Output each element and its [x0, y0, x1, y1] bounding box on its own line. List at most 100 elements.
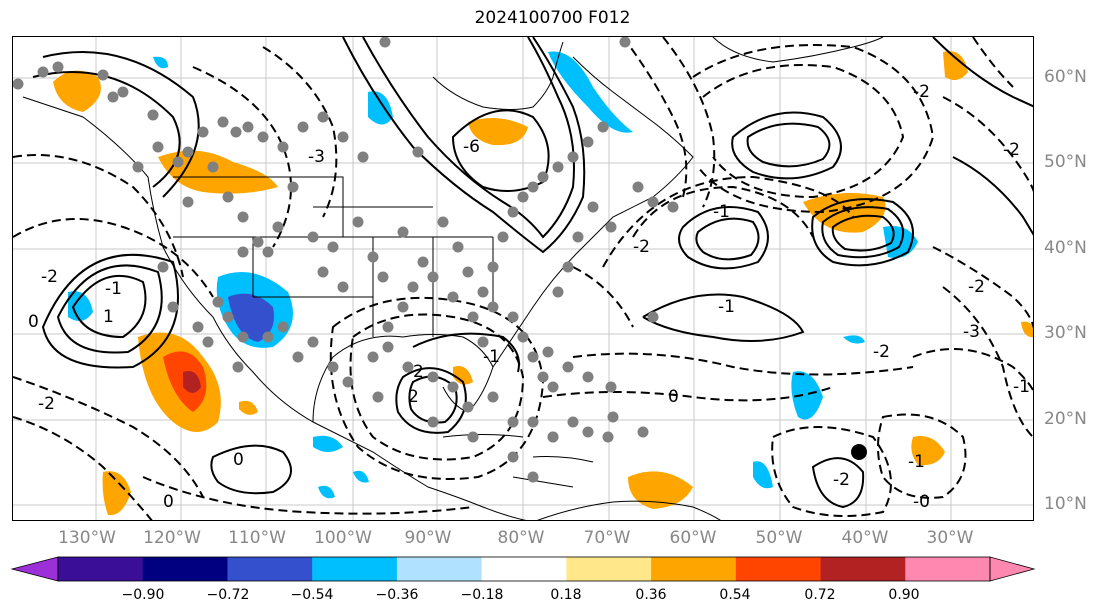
station-marker	[262, 331, 274, 343]
very-strong-positive-region	[183, 371, 201, 393]
station-marker	[412, 146, 424, 158]
station-marker	[157, 261, 169, 273]
contour-dashed	[702, 64, 905, 199]
station-marker	[257, 131, 269, 143]
contour-solid	[678, 206, 769, 270]
station-marker	[462, 401, 474, 413]
negative-anomaly-region	[318, 485, 335, 499]
colorbar-bin	[227, 557, 313, 581]
contour-dashed	[912, 348, 1033, 393]
station-marker	[567, 416, 579, 428]
station-marker	[182, 146, 194, 158]
station-marker	[237, 331, 249, 343]
contour-label: -6	[463, 137, 480, 157]
contour-label: 0	[28, 312, 39, 332]
station-marker	[467, 431, 479, 443]
lon-label: 120°W	[143, 528, 201, 548]
contour-dashed	[542, 386, 834, 402]
colorbar-frame	[57, 556, 991, 582]
colorbar-tick-label: −0.72	[206, 587, 250, 603]
lat-label: 30°N	[1044, 323, 1087, 343]
station-marker	[277, 141, 289, 153]
contour-label: -2	[1003, 140, 1020, 160]
station-marker	[272, 221, 284, 233]
contour-label: -2	[633, 237, 650, 257]
contour-label: -1	[105, 279, 122, 299]
contour-dashed	[692, 44, 935, 214]
station-marker	[117, 86, 129, 98]
station-marker	[207, 161, 219, 173]
station-marker	[317, 266, 329, 278]
contour-label: -1	[908, 452, 925, 472]
lon-label: 50°W	[755, 528, 803, 548]
station-marker	[552, 286, 564, 298]
colorbar-tick-label: 0.54	[719, 587, 751, 603]
station-marker	[605, 381, 617, 393]
contour-dashed	[932, 246, 1033, 329]
negative-anomaly-region	[313, 435, 343, 452]
contour-solid	[695, 217, 760, 261]
contour-solid	[746, 122, 831, 168]
contour-label: -1	[718, 297, 735, 317]
station-marker	[342, 376, 354, 388]
negative-anomaly-region	[843, 335, 865, 344]
station-marker	[372, 391, 384, 403]
station-marker	[357, 151, 369, 163]
contour-label: -1	[1013, 377, 1030, 397]
station-marker	[172, 156, 184, 168]
station-marker	[379, 37, 391, 48]
contour-label: 2	[408, 387, 419, 407]
contour-label: -0	[913, 492, 930, 512]
station-marker	[467, 311, 479, 323]
station-marker	[317, 111, 329, 123]
colorbar-bin	[735, 557, 822, 581]
colorbar	[10, 556, 1036, 582]
station-marker	[352, 216, 364, 228]
contour-dashed	[262, 46, 338, 218]
contour-dashed	[662, 37, 716, 208]
positive-anomaly-region	[911, 436, 945, 466]
colorbar-tick-label: 0.72	[804, 587, 836, 603]
contour-label: -1	[713, 202, 730, 222]
colorbar-tick-label: 0.90	[888, 587, 920, 603]
contour-label: -3	[963, 322, 980, 342]
colorbar-tick-label: −0.18	[460, 587, 504, 603]
contour-label: -2	[38, 394, 55, 414]
station-marker	[582, 371, 594, 383]
station-marker	[407, 281, 419, 293]
station-marker	[647, 311, 659, 323]
station-marker	[619, 37, 631, 48]
contour-label: -3	[308, 147, 325, 167]
contour-dashed	[602, 175, 854, 268]
station-marker	[542, 346, 554, 358]
station-marker	[222, 191, 234, 203]
negative-anomaly-region	[68, 291, 93, 321]
station-marker	[527, 471, 539, 483]
station-marker	[217, 116, 229, 128]
chart-title: 2024100700 F012	[474, 8, 631, 28]
station-marker	[607, 411, 619, 423]
station-marker	[287, 181, 299, 193]
contour-dashed	[329, 296, 545, 480]
negative-anomaly-region	[753, 461, 773, 489]
contour-dashed	[942, 37, 1033, 193]
lat-label: 40°N	[1044, 238, 1087, 258]
station-marker	[52, 61, 64, 73]
station-marker	[382, 341, 394, 353]
station-marker	[182, 196, 194, 208]
station-marker	[232, 361, 244, 373]
state-borders	[173, 176, 494, 337]
negative-anomaly-region	[791, 371, 823, 420]
colorbar-tick-label: −0.90	[121, 587, 165, 603]
negative-anomaly-region	[153, 56, 168, 69]
colorbar-bin	[58, 557, 144, 581]
station-marker	[605, 221, 617, 233]
station-marker	[637, 426, 649, 438]
colorbar-bin	[481, 557, 567, 581]
station-marker	[477, 286, 489, 298]
contour-solid	[831, 214, 895, 252]
station-marker	[572, 231, 584, 243]
contour-dashed	[572, 266, 634, 328]
contour-label: -2	[833, 470, 850, 490]
station-marker	[97, 69, 109, 81]
